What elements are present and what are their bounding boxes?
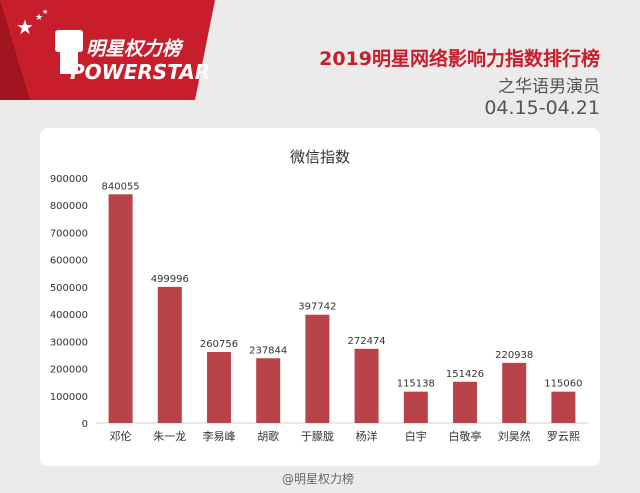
fist-icon bbox=[55, 30, 83, 52]
data-label: 237844 bbox=[249, 345, 287, 356]
x-tick-label: 邓伦 bbox=[110, 429, 132, 443]
date-range: 04.15-04.21 bbox=[484, 97, 600, 119]
data-label: 840055 bbox=[102, 181, 140, 192]
x-tick-label: 白宇 bbox=[405, 429, 427, 443]
data-label: 499996 bbox=[151, 274, 189, 285]
bar bbox=[453, 381, 477, 423]
bar bbox=[256, 358, 281, 423]
page-subtitle: 之华语男演员 bbox=[498, 77, 600, 97]
bar bbox=[108, 194, 133, 423]
y-tick-label: 100000 bbox=[50, 392, 88, 403]
data-label: 260756 bbox=[200, 339, 238, 350]
bar bbox=[502, 362, 527, 423]
x-tick-label: 于朦胧 bbox=[301, 429, 334, 443]
data-label: 115060 bbox=[544, 379, 582, 390]
x-tick-label: 刘昊然 bbox=[498, 429, 531, 443]
watermark: @明星权力榜 bbox=[282, 472, 355, 486]
page-title: 2019明星网络影响力指数排行榜 bbox=[319, 48, 600, 70]
y-tick-label: 600000 bbox=[50, 256, 88, 267]
data-label: 220938 bbox=[495, 350, 533, 361]
star-icon: ★ bbox=[35, 13, 43, 23]
y-tick-label: 300000 bbox=[50, 337, 88, 348]
brand-logo-shape: ★ ★ ★ bbox=[0, 0, 215, 100]
data-label: 115138 bbox=[397, 379, 435, 390]
x-tick-label: 罗云熙 bbox=[547, 430, 580, 443]
x-tick-label: 杨洋 bbox=[356, 429, 378, 443]
y-tick-label: 900000 bbox=[50, 174, 88, 185]
x-tick-label: 李易峰 bbox=[203, 429, 236, 443]
data-label: 151426 bbox=[446, 369, 484, 380]
y-tick-label: 800000 bbox=[50, 201, 88, 212]
bar bbox=[551, 391, 576, 423]
x-tick-label: 朱一龙 bbox=[153, 430, 186, 443]
y-tick-label: 0 bbox=[82, 419, 88, 430]
y-tick-label: 400000 bbox=[50, 310, 88, 321]
x-tick-label: 白敬亭 bbox=[449, 429, 482, 443]
bar bbox=[403, 391, 428, 423]
brand-logo: ★ ★ ★ 明星权力榜 POWERSTAR bbox=[0, 0, 215, 100]
data-label: 397742 bbox=[298, 302, 336, 313]
y-tick-label: 700000 bbox=[50, 228, 88, 239]
bar bbox=[207, 352, 231, 423]
bar bbox=[354, 348, 379, 423]
brand-name-cn: 明星权力榜 bbox=[86, 38, 182, 60]
y-tick-label: 500000 bbox=[50, 283, 88, 294]
x-tick-label: 胡歌 bbox=[257, 429, 279, 443]
brand-name-en: POWERSTAR bbox=[70, 60, 211, 84]
y-tick-label: 200000 bbox=[50, 365, 88, 376]
chart-title: 微信指数 bbox=[289, 148, 350, 166]
data-label: 272474 bbox=[348, 336, 386, 347]
star-icon: ★ bbox=[42, 8, 48, 16]
bar bbox=[305, 314, 330, 423]
star-icon: ★ bbox=[16, 15, 34, 39]
bar bbox=[157, 286, 182, 423]
